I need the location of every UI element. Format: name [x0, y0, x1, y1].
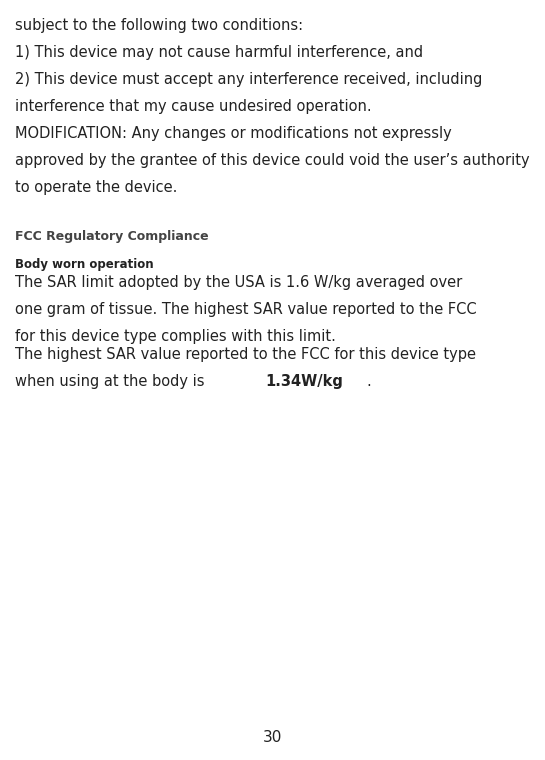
Text: MODIFICATION: Any changes or modifications not expressly: MODIFICATION: Any changes or modificatio… [15, 126, 452, 141]
Text: subject to the following two conditions:: subject to the following two conditions: [15, 18, 303, 33]
Text: when using at the body is: when using at the body is [15, 374, 209, 389]
Text: Body worn operation: Body worn operation [15, 258, 154, 271]
Text: to operate the device.: to operate the device. [15, 180, 177, 195]
Text: 30: 30 [263, 730, 282, 745]
Text: one gram of tissue. The highest SAR value reported to the FCC: one gram of tissue. The highest SAR valu… [15, 302, 477, 317]
Text: FCC Regulatory Compliance: FCC Regulatory Compliance [15, 230, 209, 243]
Text: 1.34W/kg: 1.34W/kg [265, 374, 343, 389]
Text: approved by the grantee of this device could void the user’s authority: approved by the grantee of this device c… [15, 153, 530, 168]
Text: The SAR limit adopted by the USA is 1.6 W/kg averaged over: The SAR limit adopted by the USA is 1.6 … [15, 275, 462, 290]
Text: for this device type complies with this limit.: for this device type complies with this … [15, 329, 336, 344]
Text: The highest SAR value reported to the FCC for this device type: The highest SAR value reported to the FC… [15, 347, 476, 362]
Text: 2) This device must accept any interference received, including: 2) This device must accept any interfere… [15, 72, 482, 87]
Text: interference that my cause undesired operation.: interference that my cause undesired ope… [15, 99, 372, 114]
Text: .: . [366, 374, 371, 389]
Text: 1) This device may not cause harmful interference, and: 1) This device may not cause harmful int… [15, 45, 423, 60]
